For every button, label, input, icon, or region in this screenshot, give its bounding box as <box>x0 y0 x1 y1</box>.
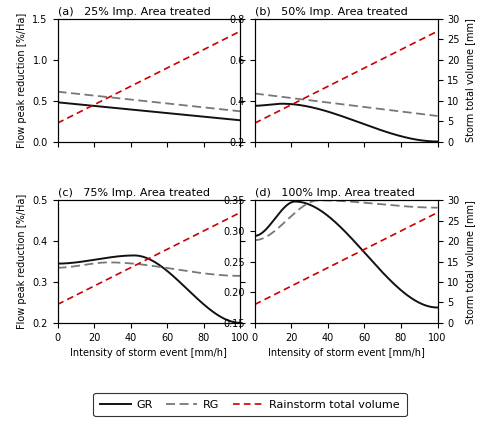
Y-axis label: Flow peak reduction [%/Ha]: Flow peak reduction [%/Ha] <box>17 194 27 329</box>
Y-axis label: Storm total volume [mm]: Storm total volume [mm] <box>466 18 475 142</box>
Text: (d)   100% Imp. Area treated: (d) 100% Imp. Area treated <box>255 188 414 198</box>
X-axis label: Intensity of storm event [mm/h]: Intensity of storm event [mm/h] <box>70 348 228 358</box>
Text: (a)   25% Imp. Area treated: (a) 25% Imp. Area treated <box>58 7 210 17</box>
X-axis label: Intensity of storm event [mm/h]: Intensity of storm event [mm/h] <box>268 348 424 358</box>
Y-axis label: Storm total volume [mm]: Storm total volume [mm] <box>466 200 475 324</box>
Text: (c)   75% Imp. Area treated: (c) 75% Imp. Area treated <box>58 188 210 198</box>
Legend: GR, RG, Rainstorm total volume: GR, RG, Rainstorm total volume <box>94 393 406 417</box>
Text: (b)   50% Imp. Area treated: (b) 50% Imp. Area treated <box>255 7 408 17</box>
Y-axis label: Flow peak reduction [%/Ha]: Flow peak reduction [%/Ha] <box>17 13 27 148</box>
